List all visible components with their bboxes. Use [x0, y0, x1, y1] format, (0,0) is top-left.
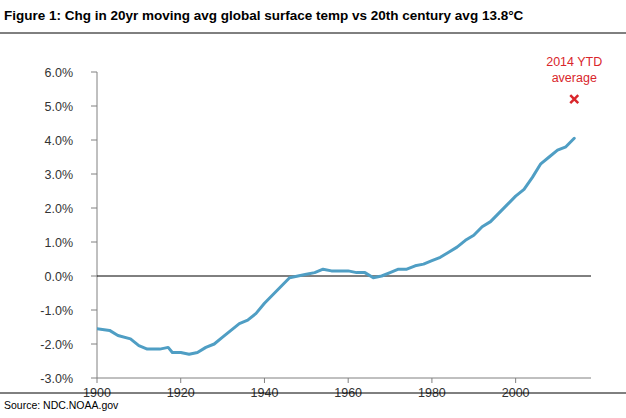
x-tick	[97, 378, 98, 383]
y-tick-label: 2.0%	[45, 202, 74, 216]
chart: Figure 1: Chg in 20yr moving avg global …	[0, 0, 626, 418]
y-tick	[91, 208, 97, 209]
y-tick-label: -3.0%	[40, 372, 73, 386]
x-axis-line	[97, 378, 591, 379]
x-tick	[264, 378, 265, 383]
source: Source: NDC.NOAA.gov	[4, 399, 119, 411]
y-tick	[91, 174, 97, 175]
series-line	[97, 138, 574, 354]
x-tick	[180, 378, 181, 383]
x-tick	[431, 378, 432, 383]
y-tick	[91, 106, 97, 107]
y-tick-label: 4.0%	[45, 134, 74, 148]
point-marker	[570, 95, 578, 103]
title-rule	[0, 33, 626, 34]
y-tick	[91, 378, 97, 379]
y-tick	[91, 140, 97, 141]
y-tick	[91, 72, 97, 73]
y-tick-label: 6.0%	[45, 66, 74, 80]
y-tick-label: -1.0%	[40, 304, 73, 318]
x-tick	[348, 378, 349, 383]
plot-area	[97, 95, 578, 354]
y-tick-label: -2.0%	[40, 338, 73, 352]
annotation-line: 2014 YTD	[546, 55, 602, 69]
y-tick	[91, 344, 97, 345]
y-axis-line	[97, 72, 98, 378]
annotation: 2014 YTD average	[546, 55, 602, 85]
y-tick	[91, 276, 97, 277]
annotation-line: average	[552, 71, 597, 85]
y-tick-label: 5.0%	[45, 100, 74, 114]
y-tick-label: 1.0%	[45, 236, 74, 250]
labels: 2014 YTD average	[546, 55, 602, 85]
title: Figure 1: Chg in 20yr moving avg global …	[4, 8, 524, 23]
y-tick-label: 0.0%	[45, 270, 74, 284]
source-rule	[0, 393, 626, 394]
y-tick	[91, 310, 97, 311]
y-tick-label: 3.0%	[45, 168, 74, 182]
x-tick	[515, 378, 516, 383]
zero-line	[97, 276, 591, 277]
y-tick	[91, 242, 97, 243]
